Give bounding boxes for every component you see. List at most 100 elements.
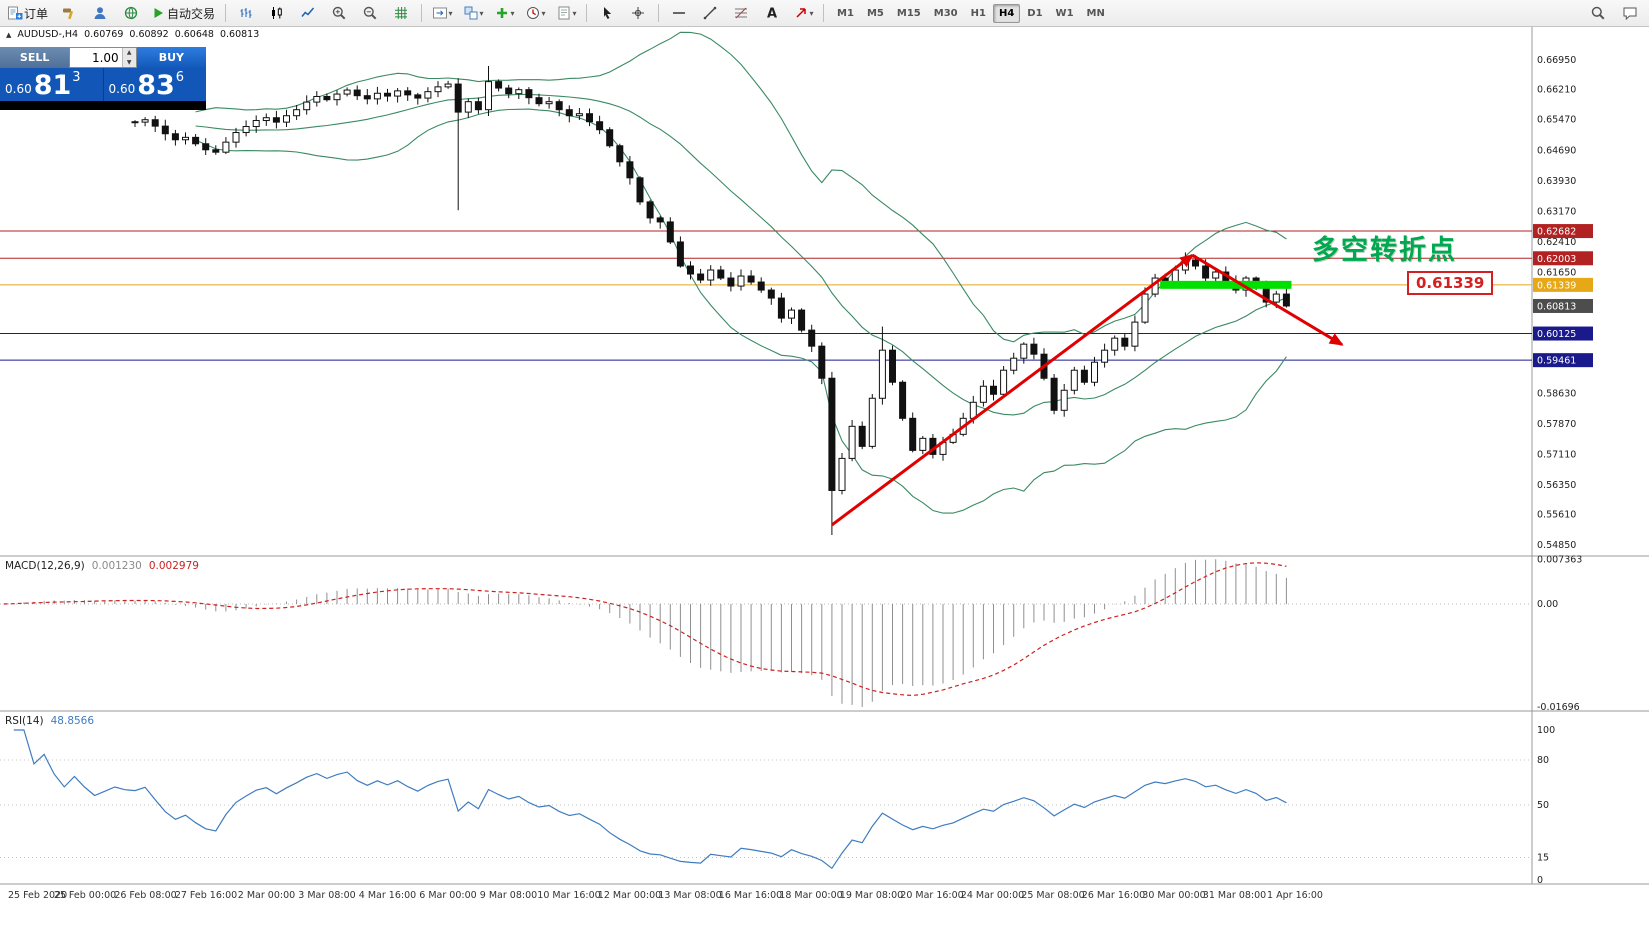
level-lines-layer[interactable]	[0, 230, 1532, 361]
toolbar-separator	[823, 4, 825, 22]
volume-input[interactable]: 1.00 ▲ ▼	[69, 47, 137, 68]
timeframe-m30[interactable]: M30	[933, 7, 958, 19]
periods-button[interactable]: ▾	[520, 1, 550, 25]
new-chart-button[interactable]: ▾	[427, 1, 457, 25]
price-callout[interactable]: 0.61339	[1407, 271, 1494, 295]
zoom-in-button[interactable]	[324, 1, 354, 25]
chevron-down-icon[interactable]: ▾	[809, 8, 814, 18]
bollinger-lower	[195, 108, 1287, 514]
chevron-down-icon[interactable]: ▾	[510, 8, 515, 18]
chart-symbol: AUDUSD-,H4	[17, 29, 79, 40]
time-tick: 26 Mar 16:00	[1082, 890, 1145, 901]
toolbar-right	[1583, 1, 1645, 25]
time-tick: 20 Mar 16:00	[900, 890, 963, 901]
new-order-button[interactable]: 订单	[4, 1, 53, 25]
fibo-button[interactable]	[726, 1, 756, 25]
timeframe-d1[interactable]: D1	[1027, 7, 1043, 19]
profiles-button[interactable]: ▾	[458, 1, 488, 25]
volume-value[interactable]: 1.00	[91, 50, 119, 65]
candle-body	[1131, 321, 1139, 347]
toolbox-button[interactable]	[54, 1, 84, 25]
price-tick: 0.66950	[1537, 55, 1576, 66]
rsi-tick: 80	[1537, 755, 1549, 766]
candle-chart-button[interactable]	[262, 1, 292, 25]
hline-button[interactable]	[664, 1, 694, 25]
add-indicator-button[interactable]: ▾	[489, 1, 519, 25]
text-button[interactable]: A	[757, 1, 787, 25]
candle-body	[1192, 259, 1199, 267]
zoom-out-button[interactable]	[355, 1, 385, 25]
crosshair-button[interactable]	[623, 1, 653, 25]
chat-icon	[1623, 7, 1637, 21]
timeframe-h4[interactable]: H4	[992, 3, 1021, 23]
volume-up-button[interactable]: ▲	[122, 48, 136, 58]
autotrade-button[interactable]: 自动交易	[147, 1, 220, 25]
timeframe-m1[interactable]: M1	[837, 7, 854, 19]
chevron-down-icon[interactable]: ▾	[479, 8, 484, 18]
candle-body	[697, 273, 705, 281]
turning-point-label[interactable]: 多空转折点	[1312, 235, 1457, 266]
timeframe-mn[interactable]: MN	[1086, 7, 1105, 19]
candle-body	[555, 101, 563, 111]
templates-button[interactable]: ▾	[551, 1, 581, 25]
symbol-icon: ▲	[6, 30, 12, 39]
candle-body	[707, 269, 715, 281]
axes-layer[interactable]: 0.66950 0.66210 0.65470 0.64690 0.63930 0.631…	[8, 55, 1593, 901]
timeframe-m5[interactable]: M5	[866, 7, 884, 19]
timeframe-m15[interactable]: M15	[896, 7, 921, 19]
candle-body	[636, 177, 644, 203]
profile-button[interactable]	[85, 1, 115, 25]
time-tick: 18 Mar 00:00	[779, 890, 842, 901]
tile-windows-button[interactable]	[386, 1, 416, 25]
candle-body	[394, 90, 402, 97]
time-tick: 6 Mar 00:00	[419, 890, 476, 901]
svg-text:A: A	[767, 7, 777, 22]
chart-ohlc-header: ▲ AUDUSD-,H4 0.60769 0.60892 0.60648 0.6…	[6, 29, 259, 40]
macd-header: MACD(12,26,9) 0.001230 0.002979	[5, 560, 199, 572]
trend-arrow[interactable]	[1191, 253, 1344, 346]
timeframe-h1[interactable]: H1	[970, 7, 986, 19]
chevron-down-icon[interactable]: ▾	[541, 8, 546, 18]
connection-button[interactable]	[116, 1, 146, 25]
candle-body	[757, 281, 765, 291]
time-tick: 24 Mar 00:00	[961, 890, 1024, 901]
trendline-button[interactable]	[695, 1, 725, 25]
candle-body	[990, 385, 997, 395]
highlight-bar[interactable]	[1160, 280, 1292, 289]
toolbar-separator	[658, 4, 660, 22]
chat-button[interactable]	[1615, 1, 1645, 25]
sell-price[interactable]: 0.60 81 3	[0, 68, 103, 101]
candle-body	[171, 133, 179, 141]
price-badge-label: 0.62682	[1537, 227, 1576, 238]
arrows-button[interactable]: ▾	[788, 1, 818, 25]
line-chart-button[interactable]	[293, 1, 323, 25]
candle-body	[646, 201, 654, 219]
toolbar-separator	[586, 4, 588, 22]
timeframe-w1[interactable]: W1	[1055, 7, 1074, 19]
buy-price[interactable]: 0.60 83 6	[102, 68, 207, 101]
candle-body	[717, 269, 725, 279]
chevron-down-icon[interactable]: ▾	[448, 8, 453, 18]
trend-arrow[interactable]	[831, 253, 1195, 527]
candle-body	[1111, 337, 1119, 351]
bollinger-upper	[195, 31, 1287, 343]
chevron-down-icon[interactable]: ▾	[572, 8, 577, 18]
bar-chart-button[interactable]	[231, 1, 261, 25]
price-badge-label: 0.60813	[1537, 301, 1576, 312]
volume-down-button[interactable]: ▼	[122, 57, 136, 67]
chart-high: 0.60892	[129, 29, 169, 40]
crosshair-icon	[632, 7, 645, 19]
search-button[interactable]	[1583, 1, 1613, 25]
sell-price-prefix: 0.60	[5, 82, 32, 96]
chart-objects-layer[interactable]	[831, 253, 1344, 527]
cursor-button[interactable]	[592, 1, 622, 25]
buy-price-pip: 6	[175, 70, 185, 85]
arrow-icon	[795, 8, 806, 18]
buy-button[interactable]: BUY	[136, 47, 207, 68]
candle-body	[262, 117, 270, 122]
candle-body	[1080, 369, 1088, 383]
time-tick: 26 Feb 08:00	[114, 890, 176, 901]
candle-body	[616, 145, 624, 163]
sell-button[interactable]: SELL	[0, 47, 70, 68]
